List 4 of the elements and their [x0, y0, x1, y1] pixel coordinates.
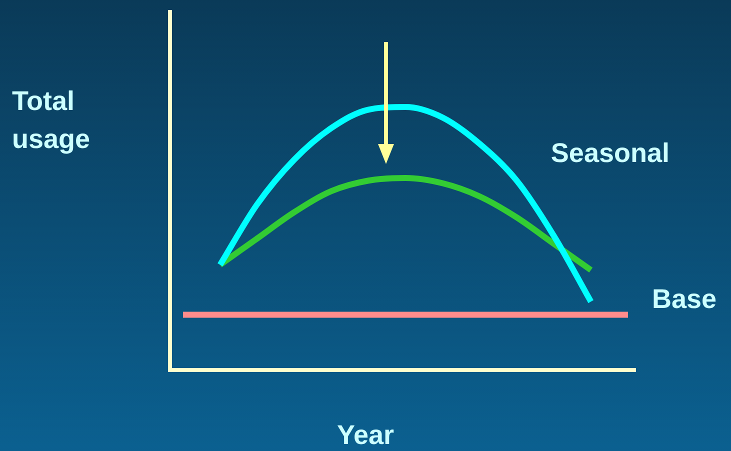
- series-label: Base: [652, 284, 717, 314]
- x-axis-title: Year: [336, 419, 396, 451]
- y-axis-title: Total usage: [12, 85, 92, 156]
- series-label: Seasonal: [550, 138, 670, 168]
